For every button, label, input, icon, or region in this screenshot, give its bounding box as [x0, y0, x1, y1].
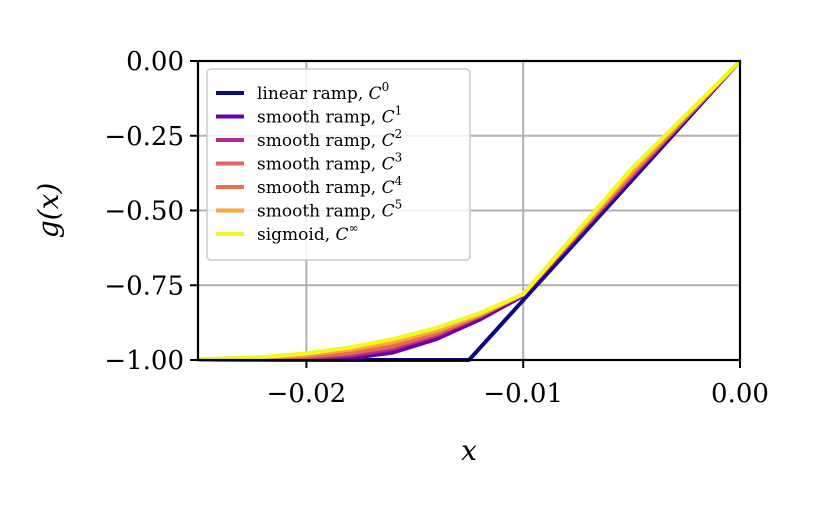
y-tick-label: −1.00: [104, 346, 184, 376]
legend-entry-class: C: [336, 225, 349, 245]
series-line-6: [197, 59, 742, 362]
y-tick-label: −0.25: [104, 122, 184, 152]
legend-entry-class: C: [382, 131, 395, 151]
legend-entry-sup: 5: [395, 198, 403, 212]
legend-entry-text: sigmoid,: [257, 225, 336, 245]
legend-entry: smooth ramp, C1: [257, 104, 402, 128]
legend-entry-sup: 0: [382, 80, 390, 94]
legend-entry-class: C: [382, 178, 395, 198]
legend-entry-text: smooth ramp,: [257, 202, 382, 222]
y-tick-label: −0.75: [104, 271, 184, 301]
ticks: −0.02 −0.01 0.00 0.00 −0.25 −0.50 −0.75 −1.00: [104, 47, 769, 409]
legend-box: [206, 68, 471, 261]
legend-entry-sup: ∞: [349, 221, 359, 235]
legend-entry-text: smooth ramp,: [257, 131, 382, 151]
legend-entry: sigmoid, C∞: [257, 221, 359, 245]
legend-entry: linear ramp, C0: [257, 80, 389, 104]
legend-entry: smooth ramp, C2: [257, 127, 402, 151]
y-axis-label: g(x): [32, 183, 65, 239]
legend-entry: smooth ramp, C5: [257, 198, 402, 222]
x-tick-label: −0.01: [483, 379, 563, 409]
legend-entry-text: linear ramp,: [257, 84, 369, 104]
legend-entry-class: C: [382, 155, 395, 175]
legend-entry-sup: 3: [395, 151, 403, 165]
y-tick-label: 0.00: [126, 47, 184, 77]
legend-entry-class: C: [382, 108, 395, 128]
legend-entry-text: smooth ramp,: [257, 108, 382, 128]
legend-entry-class: C: [382, 202, 395, 222]
x-tick-label: 0.00: [711, 379, 769, 409]
x-axis-label: x: [461, 434, 477, 467]
x-tick-label: −0.02: [267, 379, 347, 409]
y-tick-label: −0.50: [104, 197, 184, 227]
legend-entry-text: smooth ramp,: [257, 178, 382, 198]
legend-entry: smooth ramp, C4: [257, 174, 403, 198]
legend-entry: smooth ramp, C3: [257, 151, 402, 175]
legend-entry-sup: 2: [395, 127, 403, 141]
legend-entry-class: C: [369, 84, 382, 104]
legend-entry-text: smooth ramp,: [257, 155, 382, 175]
legend-entry-sup: 4: [395, 174, 403, 188]
legend-entry-sup: 1: [395, 104, 403, 118]
